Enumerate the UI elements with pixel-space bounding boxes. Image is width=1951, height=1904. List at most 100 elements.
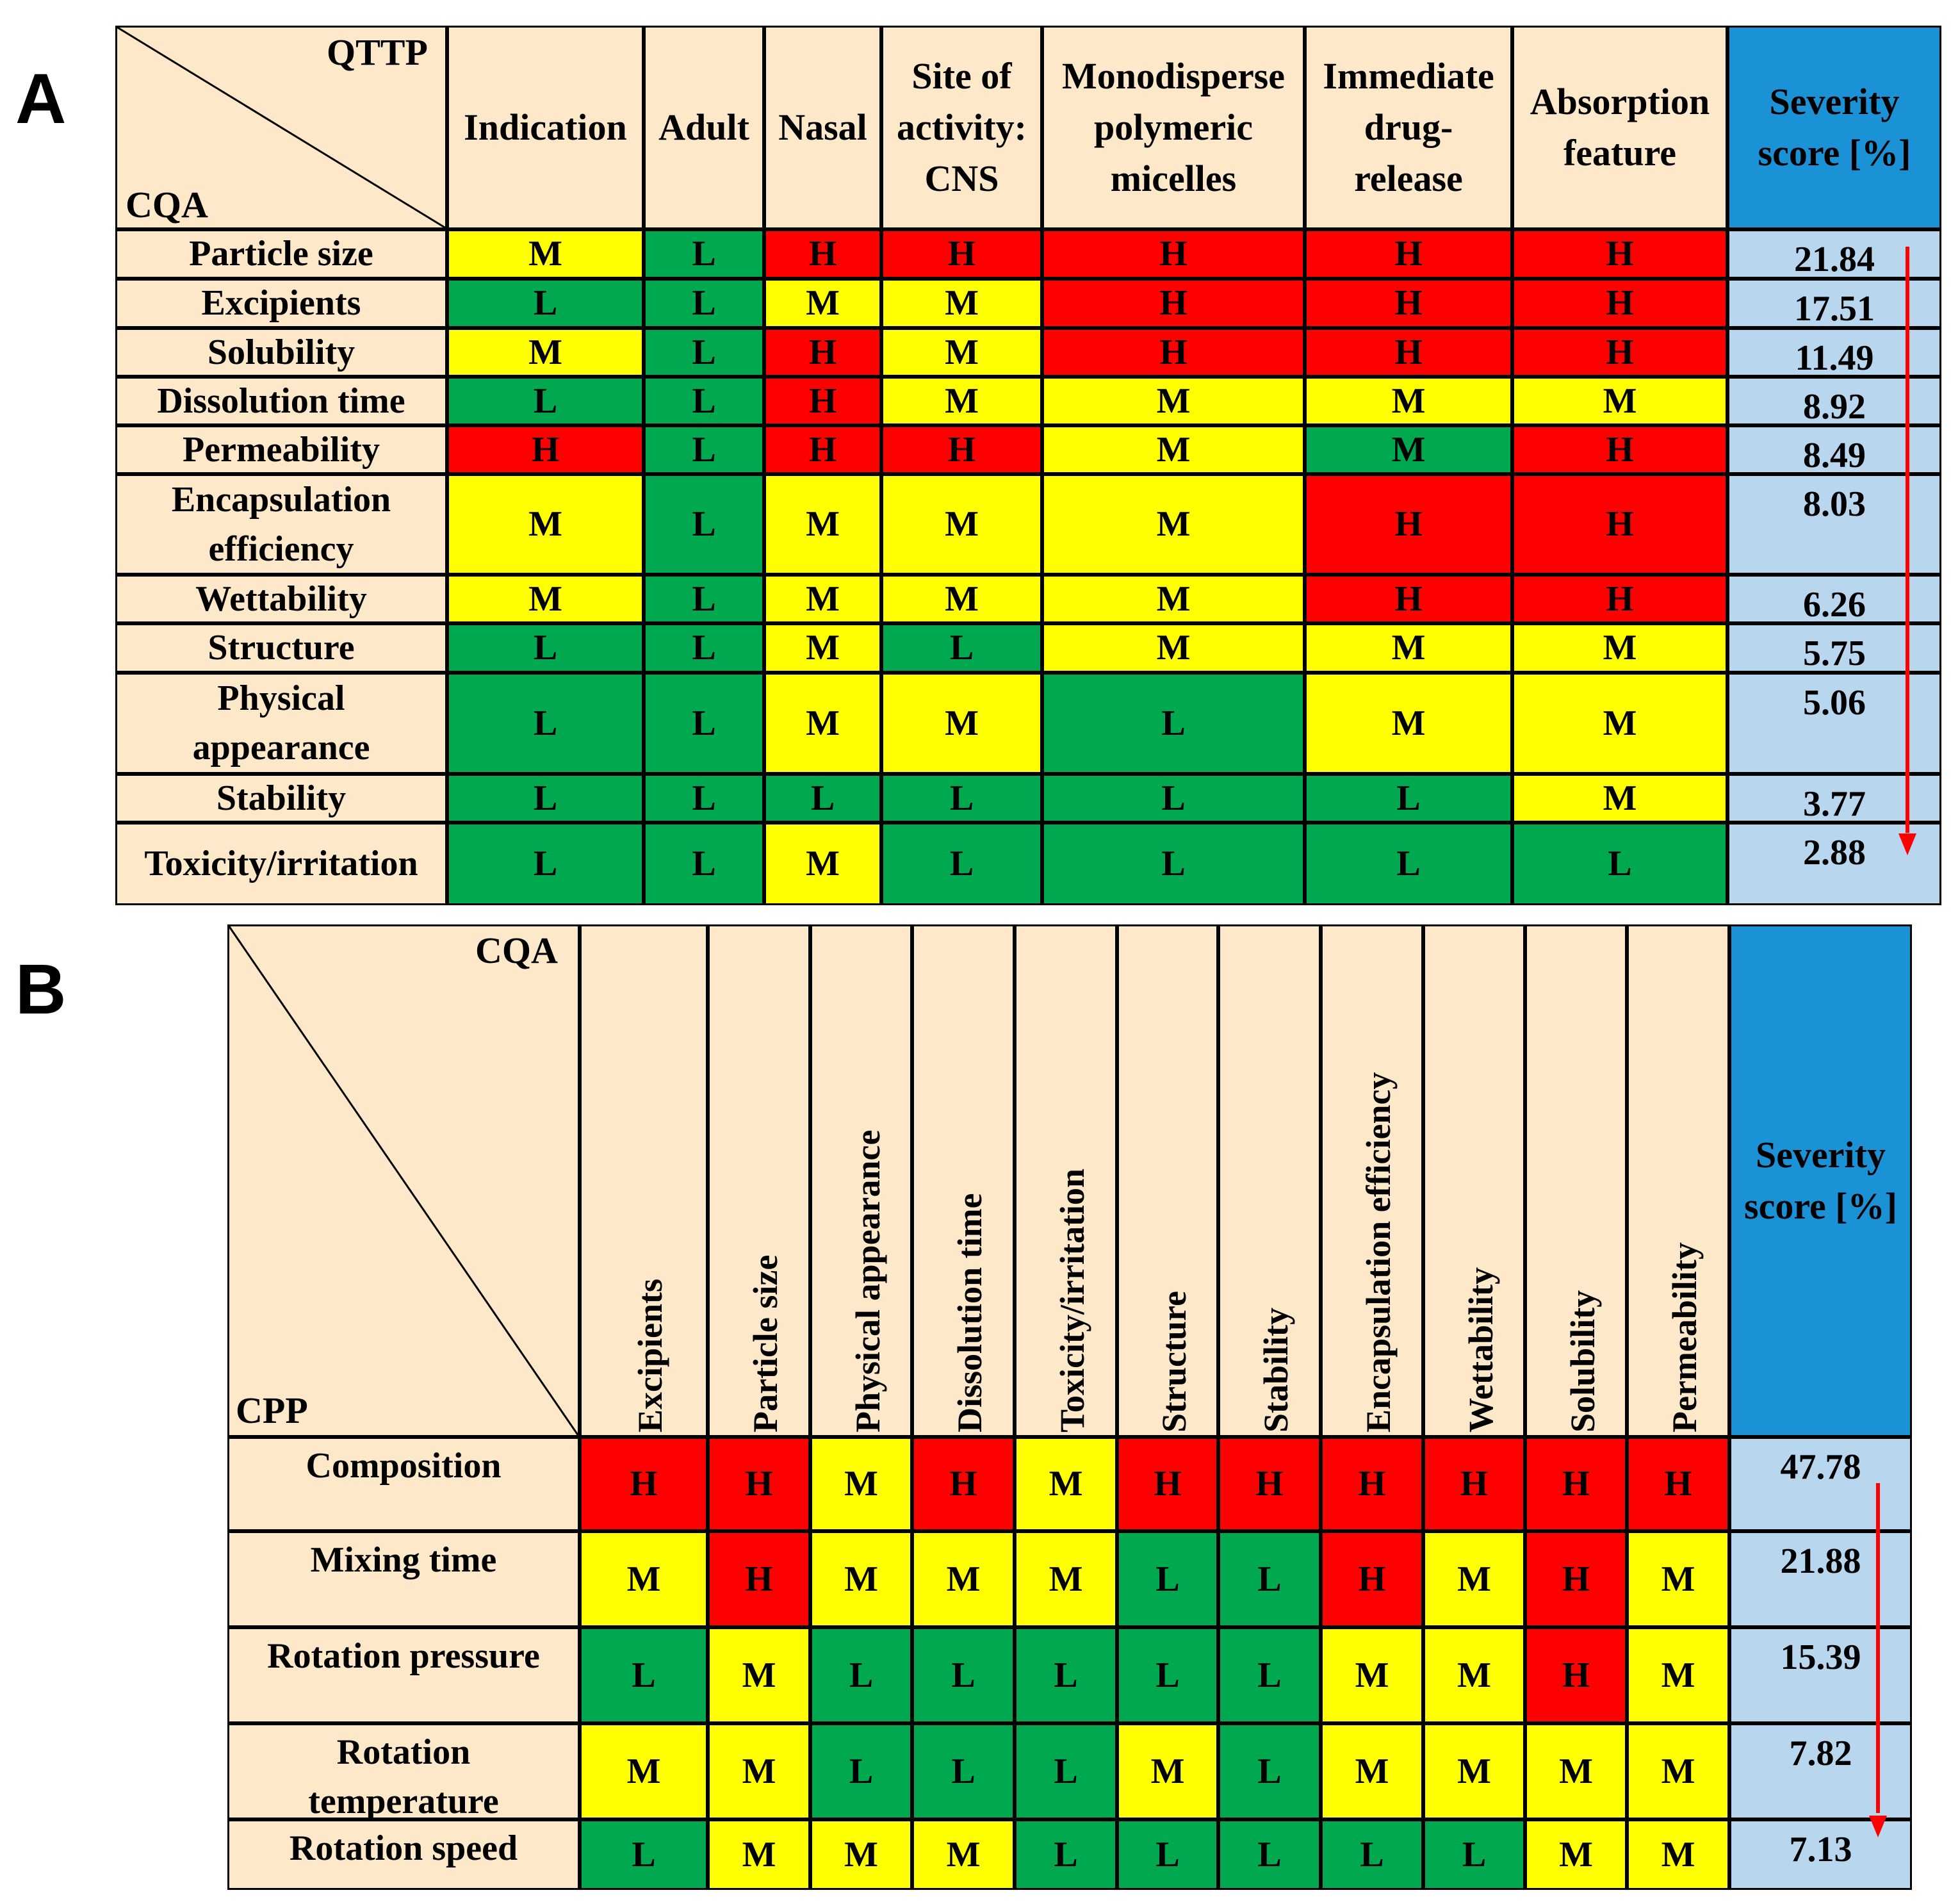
panel-b-row-header-3-line-0: Rotation bbox=[336, 1732, 471, 1772]
panel-b-risk-level: M bbox=[1355, 1751, 1389, 1791]
panel-b-risk-cell: L bbox=[912, 1723, 1015, 1819]
panel-a-risk-cell: H bbox=[764, 425, 881, 474]
panel-a-risk-level: L bbox=[1396, 844, 1421, 883]
panel-b-risk-cell: H bbox=[1218, 1437, 1321, 1531]
panel-a-risk-level: L bbox=[533, 381, 558, 421]
panel-a-risk-cell: H bbox=[1305, 575, 1512, 623]
panel-a-risk-level: L bbox=[1161, 778, 1186, 818]
panel-b-risk-cell: L bbox=[912, 1627, 1015, 1723]
panel-b-severity-score: 7.13 bbox=[1729, 1819, 1912, 1890]
panel-b-risk-cell: M bbox=[912, 1819, 1015, 1890]
panel-b-risk-level: L bbox=[1462, 1834, 1487, 1875]
panel-b-risk-cell: L bbox=[1117, 1627, 1218, 1723]
panel-a-risk-cell: L bbox=[644, 328, 764, 377]
panel-b-risk-cell: M bbox=[580, 1531, 708, 1627]
panel-b-risk-level: M bbox=[1355, 1655, 1389, 1695]
panel-b-risk-cell: M bbox=[1423, 1723, 1525, 1819]
panel-b-risk-cell: M bbox=[1627, 1723, 1729, 1819]
panel-b-risk-cell: L bbox=[1423, 1819, 1525, 1890]
panel-a-severity-score: 3.77 bbox=[1727, 774, 1941, 823]
panel-a-severity-score: 2.88 bbox=[1727, 823, 1941, 905]
panel-a-severity-value: 5.06 bbox=[1803, 683, 1866, 723]
panel-b-col-header-1: Particle size bbox=[708, 924, 810, 1437]
panel-a-label: A bbox=[15, 60, 67, 138]
panel-b-row-header-4-line-0: Rotation speed bbox=[289, 1828, 518, 1868]
panel-b-risk-cell: M bbox=[1321, 1627, 1423, 1723]
panel-a-risk-level: M bbox=[806, 703, 840, 743]
panel-b-risk-level: H bbox=[1664, 1464, 1692, 1504]
panel-a-severity-header-line-1: score [%] bbox=[1758, 132, 1911, 174]
panel-b-risk-level: L bbox=[632, 1655, 656, 1695]
panel-b-risk-cell: H bbox=[1525, 1437, 1627, 1531]
panel-b-corner-cell bbox=[227, 924, 580, 1437]
panel-b-risk-cell: H bbox=[1423, 1437, 1525, 1531]
panel-a-risk-cell: M bbox=[881, 474, 1042, 575]
panel-a-row-header-8-line-1: appearance bbox=[192, 728, 370, 767]
panel-b-col-header-4: Toxicity/irritation bbox=[1015, 924, 1117, 1437]
panel-a-col-header-3-line-2: CNS bbox=[924, 158, 999, 199]
panel-a-row-header-5-line-1: efficiency bbox=[208, 529, 354, 569]
panel-a-risk-level: H bbox=[1606, 429, 1634, 470]
panel-b-risk-cell: L bbox=[1117, 1819, 1218, 1890]
panel-a-risk-level: H bbox=[808, 332, 837, 372]
panel-a-risk-level: H bbox=[1394, 332, 1423, 372]
panel-a-risk-level: L bbox=[1161, 703, 1186, 743]
panel-a-risk-level: H bbox=[1606, 504, 1634, 544]
panel-a-risk-cell: H bbox=[764, 229, 881, 279]
panel-a-col-header-3-line-1: activity: bbox=[897, 106, 1027, 148]
panel-a-risk-level: M bbox=[1391, 381, 1426, 421]
panel-b-risk-level: M bbox=[1661, 1559, 1695, 1599]
panel-b-risk-cell: H bbox=[1627, 1437, 1729, 1531]
panel-b-row-header-0-line-0: Composition bbox=[306, 1446, 502, 1486]
panel-a-risk-cell: M bbox=[447, 328, 644, 377]
panel-b-risk-level: M bbox=[626, 1559, 661, 1599]
panel-b-risk-cell: H bbox=[1321, 1437, 1423, 1531]
panel-a-risk-level: H bbox=[1394, 283, 1423, 323]
panel-a-col-header-0-line-0: Indication bbox=[464, 106, 627, 148]
panel-a-risk-cell: L bbox=[447, 623, 644, 673]
panel-a-risk-level: M bbox=[945, 504, 979, 544]
panel-b-row-header-3-line-1: temperature bbox=[308, 1782, 499, 1819]
panel-b-risk-level: L bbox=[1054, 1834, 1078, 1875]
panel-a-risk-cell: L bbox=[447, 279, 644, 328]
panel-a-risk-level: M bbox=[1156, 579, 1191, 619]
panel-b-risk-cell: H bbox=[580, 1437, 708, 1531]
panel-a-risk-cell: H bbox=[447, 425, 644, 474]
panel-a-risk-level: L bbox=[692, 234, 716, 274]
panel-a-risk-level: M bbox=[1603, 381, 1637, 421]
panel-a-risk-cell: H bbox=[1305, 474, 1512, 575]
panel-b-risk-level: M bbox=[1049, 1559, 1083, 1599]
panel-a-col-header-5-line-1: drug- bbox=[1364, 106, 1453, 148]
panel-a-risk-level: L bbox=[692, 332, 716, 372]
panel-b-severity-header-line-0: Severity bbox=[1756, 1134, 1886, 1176]
panel-a-risk-level: L bbox=[533, 844, 558, 883]
panel-a-risk-cell: M bbox=[881, 575, 1042, 623]
panel-b-risk-cell: L bbox=[1218, 1531, 1321, 1627]
panel-a-risk-cell: L bbox=[1305, 823, 1512, 905]
panel-a-risk-cell: M bbox=[1305, 673, 1512, 774]
panel-a-risk-level: M bbox=[1391, 429, 1426, 470]
panel-a-row-header-8: Physical appearance bbox=[115, 673, 447, 774]
panel-b-risk-level: H bbox=[949, 1464, 977, 1504]
panel-a-risk-level: M bbox=[1156, 504, 1191, 544]
panel-a-risk-cell: H bbox=[764, 328, 881, 377]
panel-b-risk-level: M bbox=[1661, 1834, 1695, 1875]
panel-b-risk-level: M bbox=[1661, 1655, 1695, 1695]
panel-a-severity-header-line-0: Severity bbox=[1769, 81, 1900, 122]
panel-a-risk-level: H bbox=[1159, 283, 1188, 323]
panel-a-risk-cell: M bbox=[447, 229, 644, 279]
panel-a-risk-cell: H bbox=[1305, 328, 1512, 377]
panel-a-risk-level: M bbox=[1603, 703, 1637, 743]
panel-b-risk-level: L bbox=[849, 1751, 874, 1791]
panel-b-risk-cell: L bbox=[1015, 1819, 1117, 1890]
panel-a-severity-score: 17.51 bbox=[1727, 279, 1941, 328]
panel-a-severity-value: 2.88 bbox=[1803, 833, 1866, 873]
panel-b-risk-cell: M bbox=[1627, 1819, 1729, 1890]
panel-b-risk-level: H bbox=[1562, 1655, 1590, 1695]
panel-b-risk-cell: M bbox=[1525, 1723, 1627, 1819]
panel-a-risk-cell: L bbox=[644, 279, 764, 328]
panel-b-risk-level: M bbox=[1559, 1751, 1593, 1791]
panel-a-row-header-8-line-0: Physical bbox=[217, 678, 345, 718]
panel-a-risk-level: H bbox=[1159, 332, 1188, 372]
panel-a-risk-cell: M bbox=[764, 823, 881, 905]
